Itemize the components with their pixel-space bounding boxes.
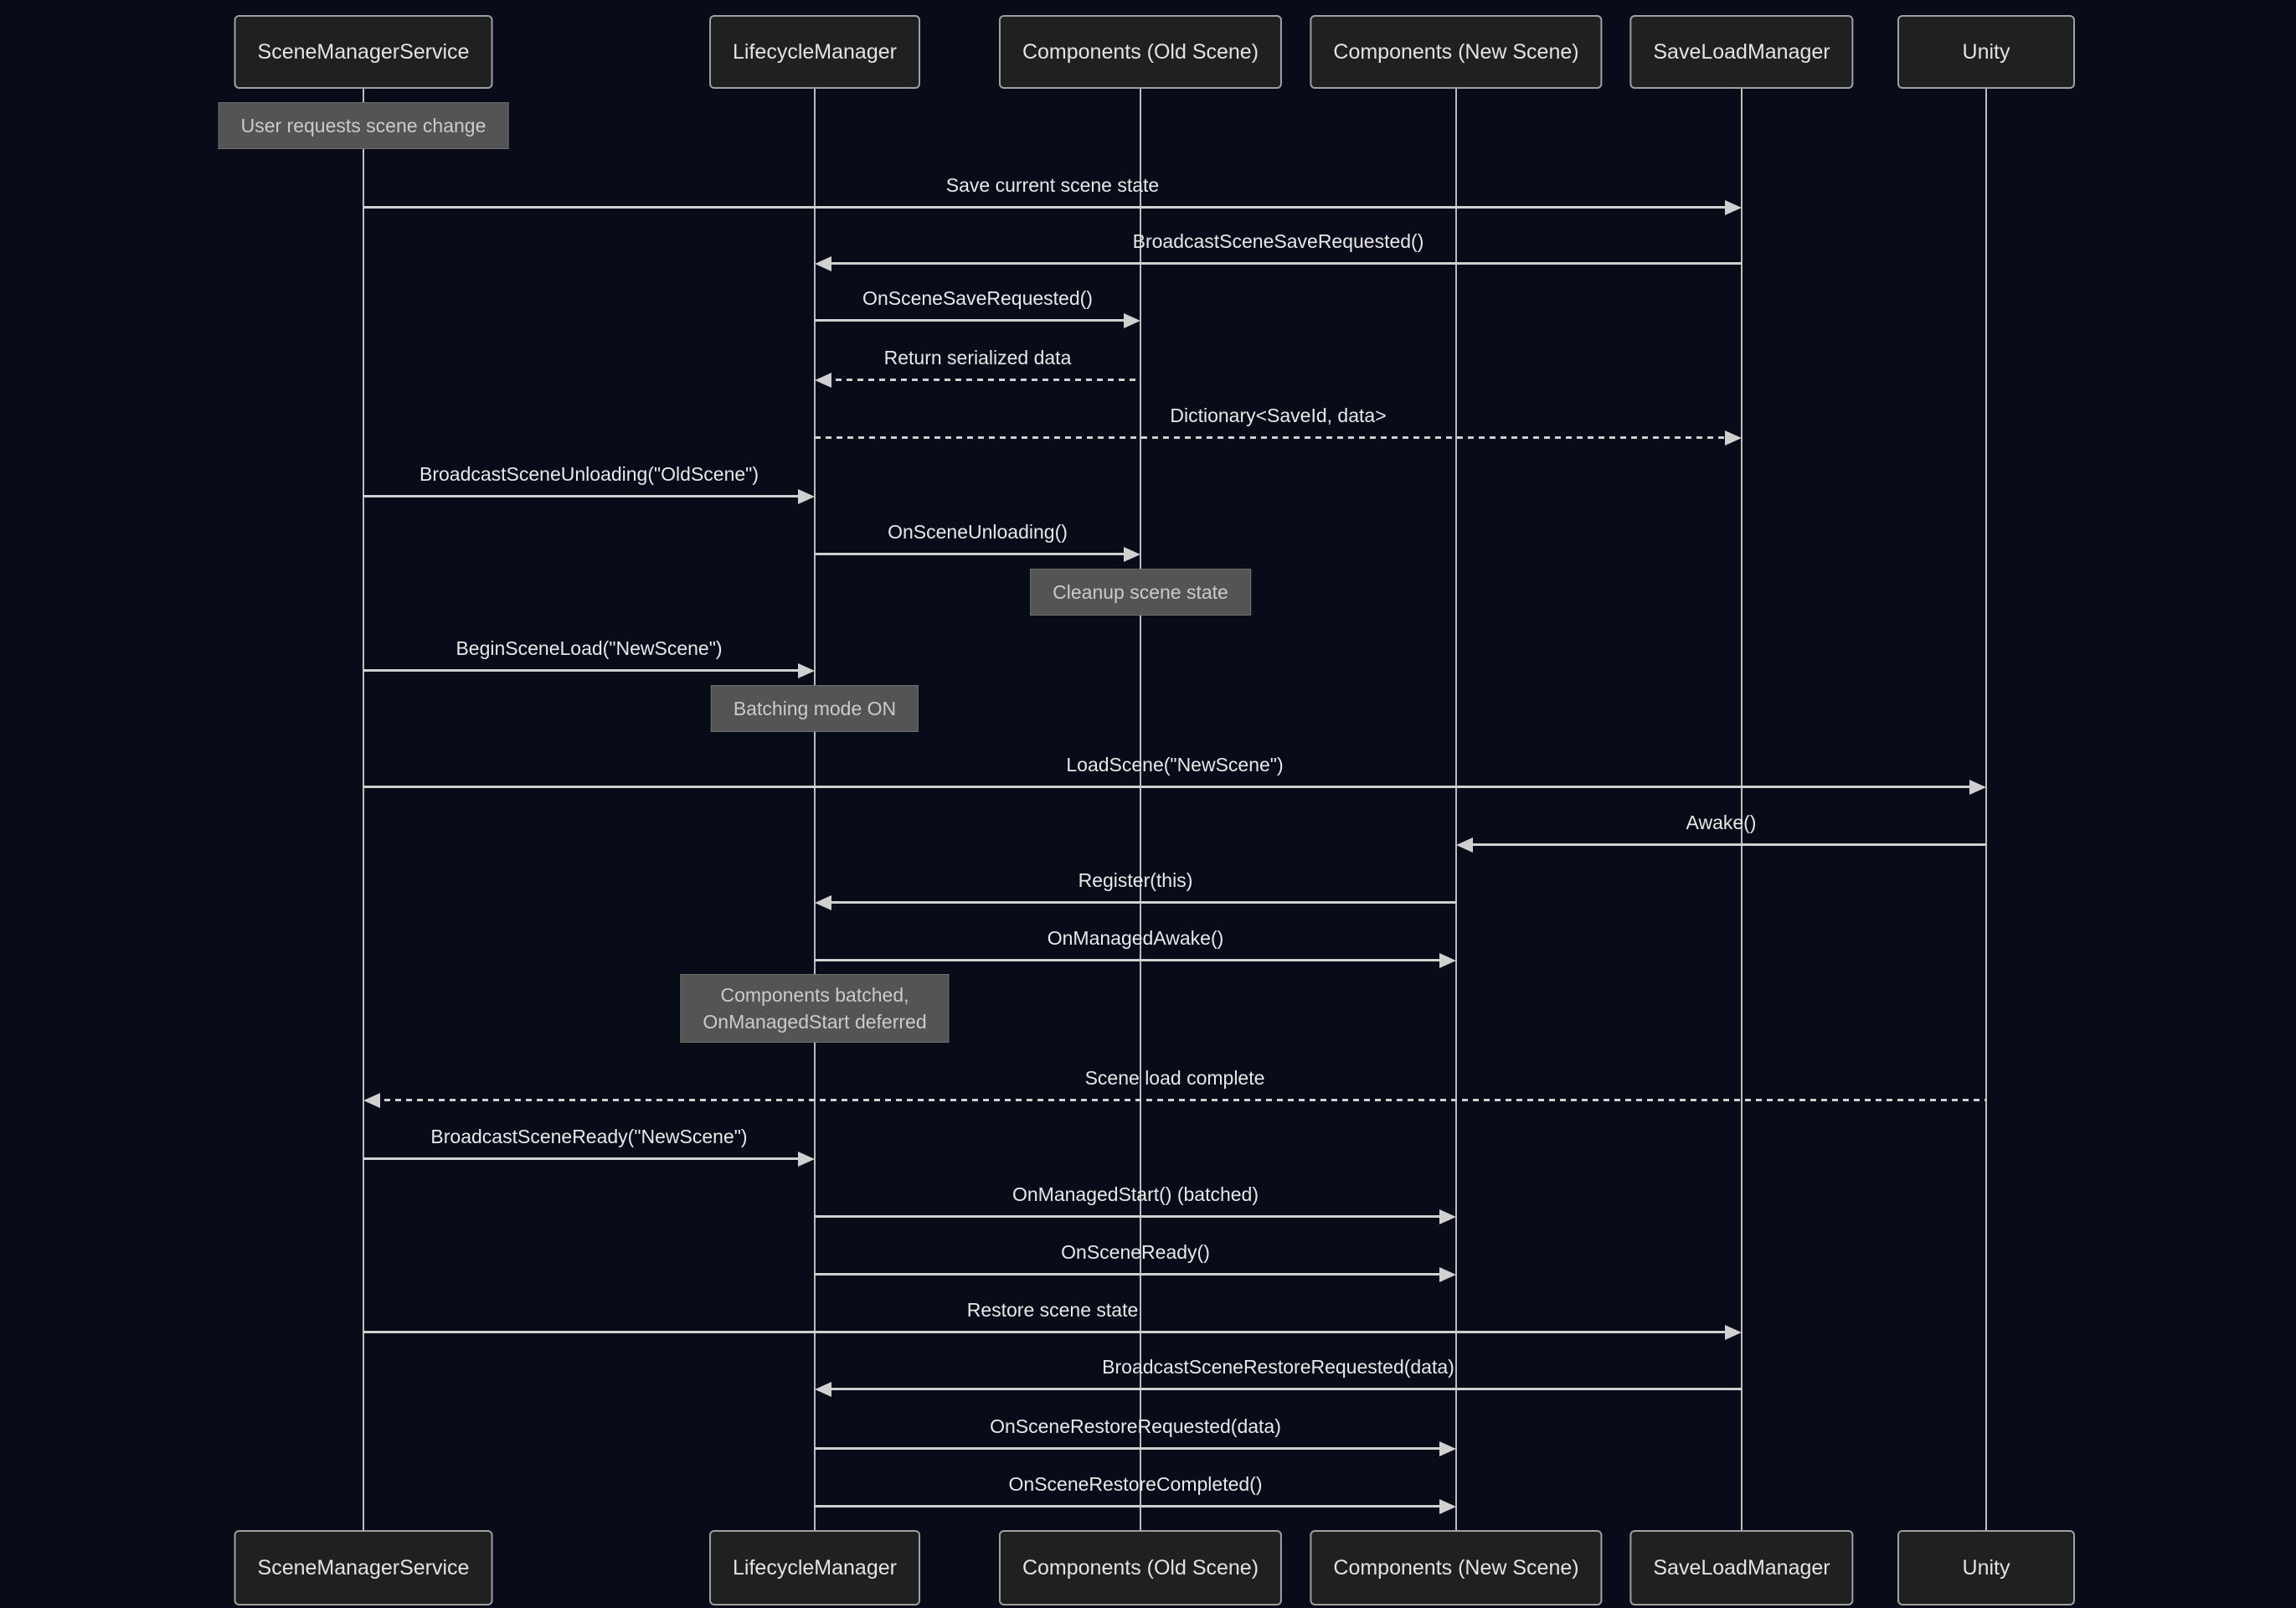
participant-unity-top: Unity xyxy=(1897,15,2075,89)
message-label-18: OnManagedStart() (batched) xyxy=(1012,1183,1259,1205)
lifeline-lifecyclemanager xyxy=(814,89,816,1530)
message-line-21 xyxy=(825,1388,1742,1390)
message-line-6 xyxy=(363,495,805,497)
message-line-17 xyxy=(363,1157,805,1160)
participant-unity-bottom: Unity xyxy=(1897,1530,2075,1605)
participant-lifecyclemanager-top: LifecycleManager xyxy=(709,15,920,89)
message-label-9: BeginSceneLoad("NewScene") xyxy=(456,637,723,659)
message-line-11 xyxy=(363,786,1976,788)
arrowhead-9 xyxy=(798,663,815,678)
message-label-23: OnSceneRestoreCompleted() xyxy=(1008,1473,1263,1495)
message-line-19 xyxy=(815,1273,1446,1276)
message-label-4: Return serialized data xyxy=(883,347,1072,368)
arrowhead-13 xyxy=(815,895,831,910)
message-label-16: Scene load complete xyxy=(1084,1067,1265,1089)
arrowhead-20 xyxy=(1725,1325,1742,1340)
message-label-21: BroadcastSceneRestoreRequested(data) xyxy=(1102,1356,1454,1378)
arrowhead-17 xyxy=(798,1152,815,1167)
message-label-22: OnSceneRestoreRequested(data) xyxy=(990,1415,1281,1437)
note-cleanup-scene-state: Cleanup scene state xyxy=(1030,569,1251,616)
participant-saveloadmanager-bottom: SaveLoadManager xyxy=(1629,1530,1854,1605)
message-line-12 xyxy=(1466,843,1986,846)
message-line-4 xyxy=(825,379,1140,381)
arrowhead-3 xyxy=(1124,313,1140,328)
participant-saveloadmanager-top: SaveLoadManager xyxy=(1629,15,1854,89)
message-label-5: Dictionary<SaveId, data> xyxy=(1170,405,1387,426)
arrowhead-23 xyxy=(1439,1499,1456,1514)
arrowhead-1 xyxy=(1725,200,1742,215)
arrowhead-16 xyxy=(363,1093,380,1108)
lifeline-components-new-scene xyxy=(1455,89,1457,1530)
arrowhead-19 xyxy=(1439,1267,1456,1282)
message-label-13: Register(this) xyxy=(1078,869,1193,891)
message-label-6: BroadcastSceneUnloading("OldScene") xyxy=(419,463,759,485)
note-user-requests-scene-change: User requests scene change xyxy=(218,102,509,149)
arrowhead-4 xyxy=(815,373,831,388)
arrowhead-21 xyxy=(815,1382,831,1397)
arrowhead-11 xyxy=(1969,780,1986,795)
lifeline-scenemanagerservice xyxy=(363,89,364,1530)
message-line-2 xyxy=(825,262,1742,265)
message-label-1: Save current scene state xyxy=(945,174,1160,196)
message-label-14: OnManagedAwake() xyxy=(1047,927,1224,949)
participant-scenemanagerservice-top: SceneManagerService xyxy=(234,15,493,89)
participant-components-old-scene-bottom: Components (Old Scene) xyxy=(998,1530,1283,1605)
participant-components-new-scene-top: Components (New Scene) xyxy=(1310,15,1603,89)
arrowhead-18 xyxy=(1439,1209,1456,1224)
message-line-7 xyxy=(815,553,1130,555)
message-label-2: BroadcastSceneSaveRequested() xyxy=(1132,230,1424,252)
arrowhead-6 xyxy=(798,489,815,504)
arrowhead-2 xyxy=(815,256,831,271)
message-line-13 xyxy=(825,901,1456,904)
participant-components-new-scene-bottom: Components (New Scene) xyxy=(1310,1530,1603,1605)
message-label-11: LoadScene("NewScene") xyxy=(1066,754,1284,776)
message-line-9 xyxy=(363,669,805,672)
message-line-14 xyxy=(815,959,1446,961)
message-label-19: OnSceneReady() xyxy=(1061,1241,1210,1263)
message-label-7: OnSceneUnloading() xyxy=(888,521,1068,543)
message-label-17: BroadcastSceneReady("NewScene") xyxy=(430,1126,748,1147)
message-line-20 xyxy=(363,1331,1732,1333)
message-line-1 xyxy=(363,206,1732,209)
message-line-5 xyxy=(815,436,1732,439)
message-line-18 xyxy=(815,1215,1446,1218)
arrowhead-14 xyxy=(1439,953,1456,968)
message-line-3 xyxy=(815,319,1130,322)
participant-components-old-scene-top: Components (Old Scene) xyxy=(998,15,1283,89)
arrowhead-12 xyxy=(1456,838,1473,853)
message-line-22 xyxy=(815,1447,1446,1450)
arrowhead-22 xyxy=(1439,1441,1456,1456)
arrowhead-7 xyxy=(1124,547,1140,562)
note-batching-mode-on: Batching mode ON xyxy=(710,685,919,732)
participant-lifecyclemanager-bottom: LifecycleManager xyxy=(709,1530,920,1605)
lifeline-unity xyxy=(1985,89,1987,1530)
participant-scenemanagerservice-bottom: SceneManagerService xyxy=(234,1530,493,1605)
message-label-3: OnSceneSaveRequested() xyxy=(862,287,1093,309)
note-components-batched: Components batched, OnManagedStart defer… xyxy=(680,974,950,1044)
lifeline-saveloadmanager xyxy=(1741,89,1743,1530)
message-label-20: Restore scene state xyxy=(966,1299,1139,1321)
arrowhead-5 xyxy=(1725,430,1742,446)
message-label-12: Awake() xyxy=(1686,812,1757,833)
lifeline-components-old-scene xyxy=(1140,89,1141,1530)
message-line-23 xyxy=(815,1505,1446,1508)
message-line-16 xyxy=(373,1099,1986,1101)
